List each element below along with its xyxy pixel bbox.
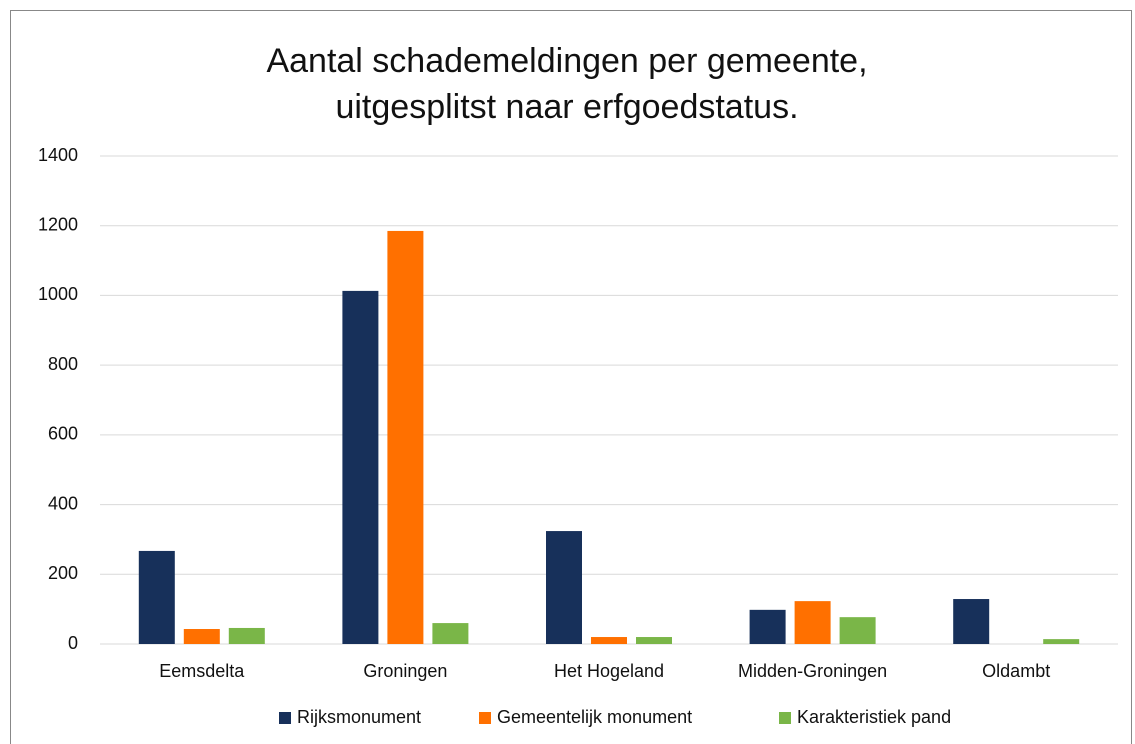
x-tick-label: Oldambt — [982, 661, 1050, 681]
bar — [839, 617, 876, 644]
y-tick-label: 1000 — [38, 284, 78, 304]
bar — [749, 609, 786, 644]
y-tick-label: 1400 — [38, 145, 78, 165]
chart-title: Aantal schademeldingen per gemeente, uit… — [266, 42, 868, 126]
y-tick-label: 400 — [48, 493, 78, 513]
chart-frame — [10, 10, 1132, 744]
y-tick-label: 200 — [48, 563, 78, 583]
legend-label: Rijksmonument — [297, 707, 421, 727]
legend-label: Karakteristiek pand — [797, 707, 951, 727]
bar — [342, 290, 379, 644]
bar — [183, 629, 220, 644]
y-tick-label: 600 — [48, 424, 78, 444]
y-tick-label: 1200 — [38, 214, 78, 234]
x-tick-label: Groningen — [363, 661, 447, 681]
bar — [432, 623, 469, 644]
y-tick-label: 800 — [48, 354, 78, 374]
bar — [546, 531, 582, 644]
x-tick-label: Midden-Groningen — [738, 661, 887, 681]
bar — [591, 637, 627, 644]
bar — [138, 550, 175, 644]
legend-swatch — [479, 712, 491, 724]
legend-swatch — [779, 712, 791, 724]
legend-label: Gemeentelijk monument — [497, 707, 692, 727]
bar — [636, 637, 672, 644]
bar — [953, 599, 990, 644]
bar — [794, 601, 831, 644]
x-tick-label: Eemsdelta — [159, 661, 245, 681]
y-tick-label: 0 — [68, 633, 78, 653]
legend-swatch — [279, 712, 291, 724]
x-tick-label: Het Hogeland — [554, 661, 664, 681]
bar — [387, 230, 424, 644]
bar — [1043, 639, 1080, 644]
bar — [228, 627, 265, 644]
